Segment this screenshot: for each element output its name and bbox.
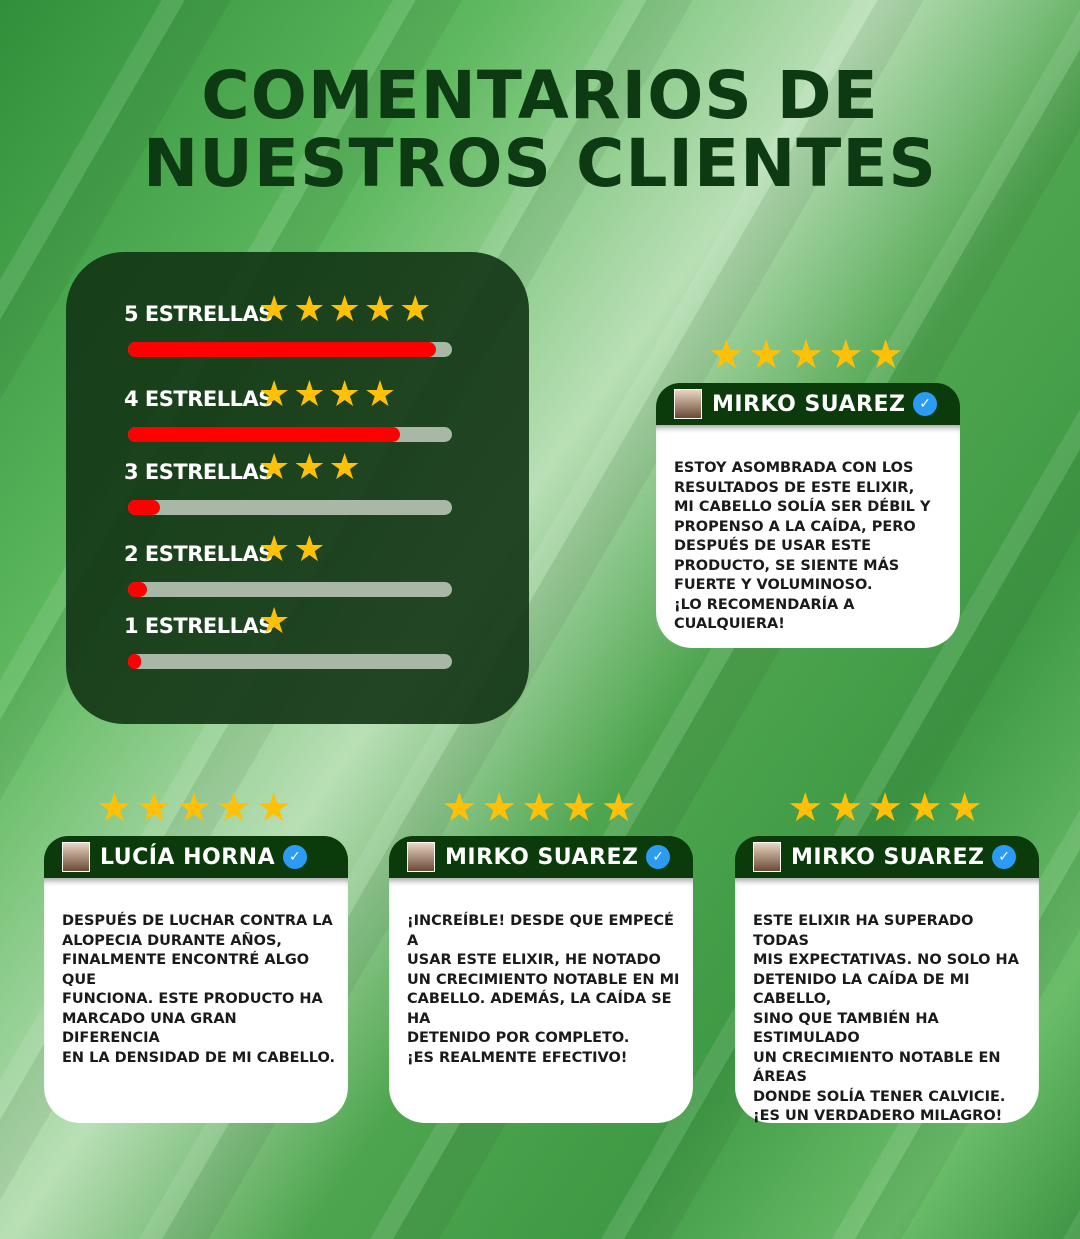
review-header: MIRKO SUAREZ ✓ [389,836,693,878]
rating-progress-bar [128,500,452,515]
avatar [753,842,781,872]
star-icon: ★★★★ [258,374,400,415]
avatar [407,842,435,872]
reviewer-name: MIRKO SUAREZ [445,844,639,870]
reviewer-name: MIRKO SUAREZ [712,391,906,417]
review-text: ESTE ELIXIR HA SUPERADO TODAS MIS EXPECT… [735,878,1039,1124]
star-icon: ★ [258,601,294,642]
review-card: ★★★★★ LUCÍA HORNA ✓ DESPUÉS DE LUCHAR CON… [44,788,348,1123]
rating-progress-fill [128,654,141,669]
verified-badge-icon: ✓ [283,845,308,869]
review-text: DESPUÉS DE LUCHAR CONTRA LA ALOPECIA DUR… [44,878,348,1123]
star-icon: ★★★ [258,447,364,488]
avatar [674,389,702,419]
review-header: MIRKO SUAREZ ✓ [656,383,960,425]
page-title: COMENTARIOS DE NUESTROS CLIENTES [0,62,1080,198]
rating-label: 4 ESTRELLAS [124,387,273,411]
avatar [62,842,90,872]
rating-label: 2 ESTRELLAS [124,542,273,566]
review-text: ¡INCREÍBLE! DESDE QUE EMPECÉ A USAR ESTE… [389,878,693,1123]
review-card: ★★★★★ MIRKO SUAREZ ✓ ESTOY ASOMBRADA CON … [656,335,960,648]
rating-progress-bar [128,582,452,597]
title-line-1: COMENTARIOS DE [201,57,879,134]
reviewer-name: LUCÍA HORNA [100,844,276,870]
star-icon: ★★★★★ [258,289,435,330]
ratings-panel: 5 ESTRELLAS ★★★★★ 4 ESTRELLAS ★★★★ 3 ESTRE… [66,252,529,724]
review-card: ★★★★★ MIRKO SUAREZ ✓ ESTE ELIXIR HA SUPER… [735,788,1039,1124]
review-text: ESTOY ASOMBRADA CON LOS RESULTADOS DE ES… [656,425,960,648]
verified-badge-icon: ✓ [646,845,671,869]
rating-progress-fill [128,427,401,442]
rating-progress-bar [128,654,452,669]
verified-badge-icon: ✓ [992,845,1017,869]
rating-label: 5 ESTRELLAS [124,302,273,326]
rating-progress-bar [128,342,452,357]
rating-progress-bar [128,427,452,442]
star-icon: ★★★★★ [441,785,641,831]
star-icon: ★★★★★ [96,785,296,831]
rating-progress-fill [128,342,436,357]
verified-badge-icon: ✓ [913,392,938,416]
review-header: LUCÍA HORNA ✓ [44,836,348,878]
star-icon: ★★★★★ [708,332,908,378]
reviewer-name: MIRKO SUAREZ [791,844,985,870]
title-line-2: NUESTROS CLIENTES [143,125,937,202]
rating-progress-fill [128,500,161,515]
rating-label: 1 ESTRELLAS [124,614,273,638]
star-icon: ★★★★★ [787,785,987,831]
rating-label: 3 ESTRELLAS [124,460,273,484]
star-icon: ★★ [258,529,329,570]
review-card: ★★★★★ MIRKO SUAREZ ✓ ¡INCREÍBLE! DESDE QU… [389,788,693,1123]
rating-progress-fill [128,582,148,597]
review-header: MIRKO SUAREZ ✓ [735,836,1039,878]
